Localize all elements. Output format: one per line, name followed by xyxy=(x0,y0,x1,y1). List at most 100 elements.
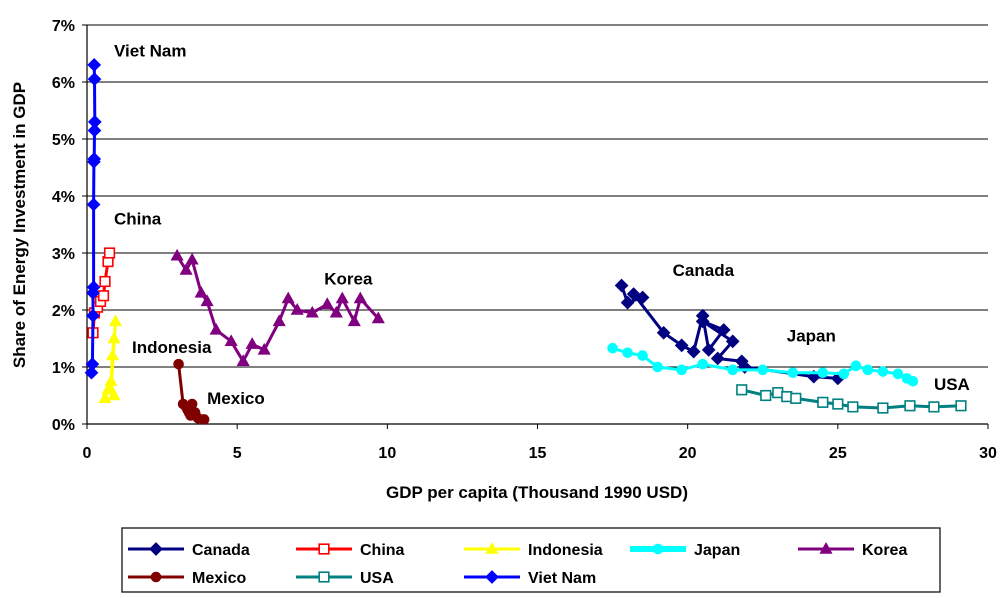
legend-label: USA xyxy=(360,570,394,587)
data-point-usa xyxy=(736,384,748,396)
data-point-indonesia xyxy=(107,388,121,401)
data-point-japan xyxy=(901,373,913,384)
data-point-usa xyxy=(760,389,772,402)
legend-marker xyxy=(318,571,330,583)
annotation-label: Japan xyxy=(787,326,836,345)
legend-item-usa: USA xyxy=(296,570,394,587)
data-point-korea xyxy=(209,322,223,335)
data-point-japan xyxy=(697,358,708,370)
legend-marker xyxy=(819,541,833,554)
data-point-korea xyxy=(335,291,349,304)
y-axis-label: Share of Energy Investment in GDP xyxy=(10,82,29,368)
data-point-usa xyxy=(790,392,802,404)
annotation-label: Canada xyxy=(673,261,735,280)
data-point-viet-nam xyxy=(87,72,102,86)
legend-label: Japan xyxy=(694,542,740,559)
data-point-china xyxy=(97,290,110,302)
legend-item-japan: Japan xyxy=(630,542,740,559)
legend-label: Canada xyxy=(192,542,250,559)
legend-label: Mexico xyxy=(192,570,246,587)
legend-marker xyxy=(652,543,664,555)
data-point-usa xyxy=(904,400,916,412)
data-point-japan xyxy=(652,361,663,373)
data-point-korea xyxy=(272,314,286,327)
data-point-canada xyxy=(686,344,701,359)
data-point-china xyxy=(99,275,111,288)
data-point-viet-nam xyxy=(87,152,102,166)
legend-item-korea: Korea xyxy=(798,541,907,559)
data-point-japan xyxy=(838,368,850,380)
data-point-canada xyxy=(695,314,710,329)
data-point-canada xyxy=(701,343,716,357)
data-point-viet-nam xyxy=(87,123,102,138)
series-canada xyxy=(614,278,845,386)
x-tick-label: 20 xyxy=(679,445,697,462)
gridlines xyxy=(87,24,988,368)
x-tick-label: 30 xyxy=(979,445,997,462)
data-point-viet-nam xyxy=(87,58,102,72)
data-point-korea xyxy=(185,252,199,265)
data-point-canada xyxy=(725,334,740,349)
data-point-viet-nam xyxy=(87,115,102,129)
y-tick-label: 7% xyxy=(52,18,75,35)
data-point-korea xyxy=(290,302,304,315)
x-tick-label: 25 xyxy=(829,445,847,462)
data-point-japan xyxy=(757,364,769,376)
data-point-korea xyxy=(305,305,319,318)
legend-label: China xyxy=(360,542,405,559)
data-point-korea xyxy=(170,248,184,261)
legend-marker xyxy=(149,542,163,556)
y-tick-label: 0% xyxy=(52,417,75,434)
data-point-korea xyxy=(329,305,343,318)
data-point-canada xyxy=(656,325,671,340)
data-point-japan xyxy=(817,367,829,379)
annotation-label: Viet Nam xyxy=(114,41,186,60)
x-tick-label: 5 xyxy=(233,445,242,462)
data-point-indonesia xyxy=(108,314,123,327)
series-group xyxy=(84,58,967,425)
data-point-korea xyxy=(320,297,334,309)
data-point-usa xyxy=(772,387,784,399)
annotation-label: Mexico xyxy=(207,389,265,408)
axes: 0% 1% 2% 3% 4% 5% 6% 7% 0 5 10 15 20 25 30 xyxy=(52,18,997,462)
data-point-viet-nam xyxy=(84,365,99,380)
data-point-korea xyxy=(179,263,193,275)
data-point-japan xyxy=(787,367,799,379)
data-point-japan xyxy=(892,368,904,380)
data-point-korea xyxy=(194,285,208,298)
legend-item-mexico: Mexico xyxy=(128,570,246,587)
data-point-viet-nam xyxy=(86,197,101,212)
series-japan xyxy=(607,342,919,387)
data-point-japan xyxy=(607,342,618,354)
data-point-usa xyxy=(877,402,889,414)
data-point-korea xyxy=(257,342,271,355)
data-point-usa xyxy=(817,396,829,408)
data-point-china xyxy=(103,247,116,259)
legend-marker xyxy=(150,571,162,583)
legend: Canada China Indonesia Japan Korea Mexico USA V… xyxy=(121,527,941,593)
data-point-viet-nam xyxy=(86,280,101,295)
annotation-label: China xyxy=(114,210,162,229)
series-usa xyxy=(736,384,967,414)
annotation-label: USA xyxy=(934,375,970,394)
data-point-canada xyxy=(716,323,731,337)
data-point-japan xyxy=(850,360,862,372)
legend-item-viet-nam: Viet Nam xyxy=(464,570,596,587)
data-point-canada xyxy=(626,287,641,301)
data-point-usa xyxy=(928,401,940,413)
x-tick-label: 10 xyxy=(378,445,396,462)
data-point-viet-nam xyxy=(85,357,100,371)
y-tick-label: 2% xyxy=(52,303,75,320)
data-point-usa xyxy=(832,398,844,410)
data-point-indonesia xyxy=(105,348,120,361)
y-tick-label: 1% xyxy=(52,360,75,377)
legend-box xyxy=(121,527,941,593)
legend-label: Korea xyxy=(862,542,907,559)
data-point-korea xyxy=(236,354,250,366)
data-point-japan xyxy=(676,364,687,376)
data-point-korea xyxy=(200,294,214,307)
data-point-japan xyxy=(622,347,633,359)
x-axis-label: GDP per capita (Thousand 1990 USD) xyxy=(386,483,688,502)
